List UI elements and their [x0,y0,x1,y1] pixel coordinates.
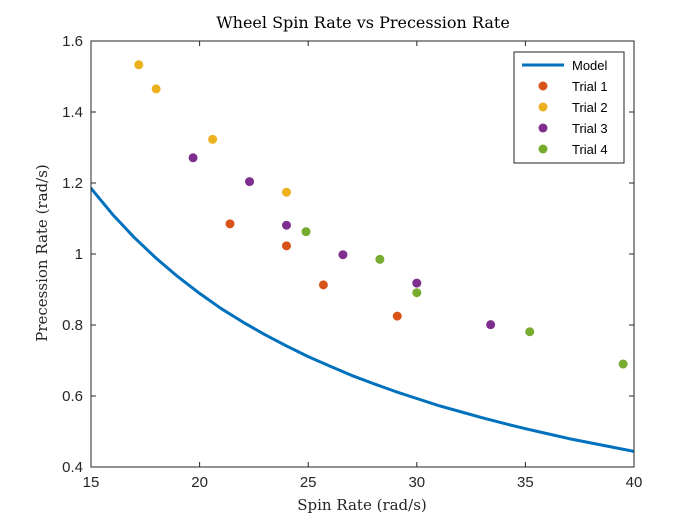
legend-box [513,51,625,164]
data-point-trial-4-5 [618,359,628,369]
legend-entry-label: Trial 3 [572,121,608,136]
data-point-trial-2-3 [208,134,218,144]
plot-content [91,60,634,453]
data-point-trial-2-4 [281,187,291,197]
x-tick-label: 30 [408,474,425,491]
data-point-trial-1-2 [281,241,291,251]
data-point-trial-3-4 [338,250,348,260]
legend-entry-label: Trial 2 [572,100,608,115]
y-tick-label: 1 [75,246,83,263]
legend-swatch-marker [538,123,548,133]
x-tick-label: 25 [300,474,317,491]
data-point-trial-3-6 [486,320,496,330]
data-point-trial-3-5 [412,278,422,288]
y-tick-label: 1.6 [62,33,83,50]
x-tick-label: 15 [83,474,100,491]
y-tick-label: 0.6 [62,388,83,405]
legend-swatch-marker [538,144,548,154]
data-point-trial-2-2 [151,84,161,94]
y-tick-label: 1.2 [62,175,83,192]
y-tick-label: 0.8 [62,317,83,334]
legend: Model Trial 1 Trial 2 Trial 3 Trial 4 [513,51,625,164]
x-tick-label: 40 [626,474,643,491]
data-point-trial-2-1 [134,60,144,70]
legend-entry-label: Model [572,58,608,73]
x-axis-label: Spin Rate (rad/s) [297,496,427,514]
legend-swatch-marker [538,81,548,91]
data-point-trial-1-3 [318,280,328,290]
legend-entry-label: Trial 4 [572,142,608,157]
chart-title: Wheel Spin Rate vs Precession Rate [216,13,510,32]
data-point-trial-3-3 [281,220,291,230]
data-point-trial-4-4 [525,327,535,337]
y-tick-label: 0.4 [62,459,83,476]
legend-swatch-marker [538,102,548,112]
y-axis-label: Precession Rate (rad/s) [33,164,51,342]
y-tick-label: 1.4 [62,104,83,121]
legend-entry-label: Trial 1 [572,79,608,94]
x-tick-label: 20 [191,474,208,491]
data-point-trial-4-3 [412,288,422,298]
series-line-model [91,186,634,453]
data-point-trial-3-2 [245,177,255,187]
x-tick-label: 35 [517,474,534,491]
data-point-trial-4-2 [375,254,385,264]
data-point-trial-4-1 [301,227,311,237]
data-point-trial-1-1 [225,219,235,229]
data-point-trial-1-4 [392,311,402,321]
data-point-trial-3-1 [188,153,198,163]
